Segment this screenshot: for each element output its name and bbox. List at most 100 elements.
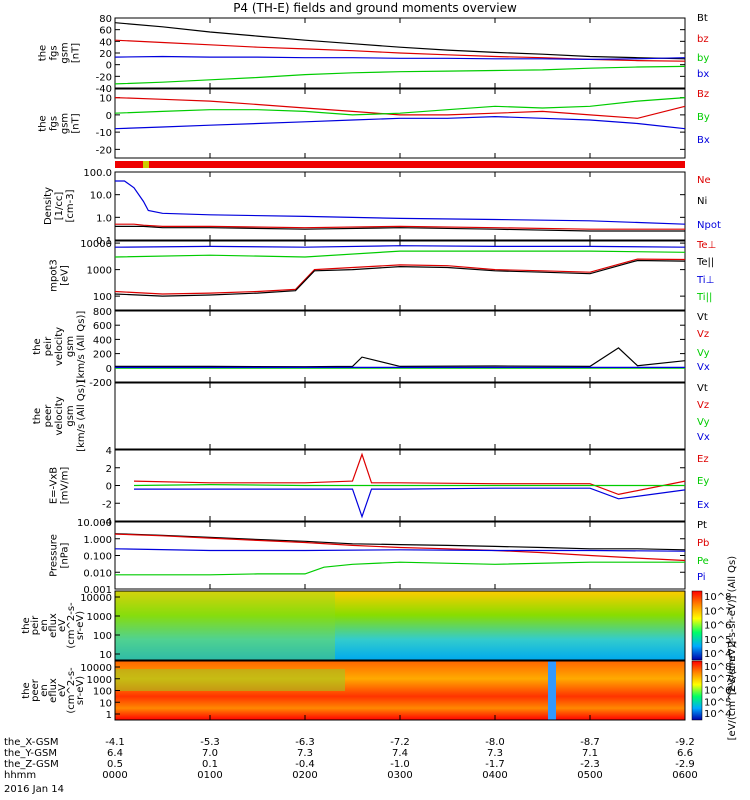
series-line-Pt — [114, 533, 686, 551]
panel-1: 10 0 -10 -20 the fgs gsm [nT] Bz By Bx — [38, 88, 710, 159]
series-line-Te|| — [114, 259, 686, 297]
series-line-By — [114, 97, 686, 116]
colorbar — [691, 660, 703, 721]
y-axis-label: Pressure — [49, 534, 60, 577]
y-tick-label: 20 — [99, 49, 112, 60]
legend-By: By — [697, 112, 710, 123]
colorbar-tick-label: 10^7 — [704, 674, 731, 685]
y-axis-label: [nT] — [71, 113, 82, 133]
y-tick-label: 2 — [106, 464, 112, 475]
legend-Npot: Npot — [697, 220, 721, 231]
legend-Bz: Bz — [697, 89, 709, 100]
y-axis-label: eV — [57, 619, 68, 632]
y-axis-label: peer — [30, 678, 41, 702]
panel-7: 10.000 1.000 0.100 0.010 0.001 Pressure [nPa] P… — [49, 518, 710, 596]
panel-3: 10000 1000 100 mpot3 [eV] Te⊥ Te|| Ti⊥ Ti|| — [49, 239, 716, 311]
colorbar-tick-label: 10^5 — [704, 635, 731, 646]
y-tick-label: 400 — [93, 335, 112, 346]
series-line-by — [114, 65, 686, 85]
orbit-row-value: 0100 — [197, 770, 222, 781]
spectrogram-0: 10000100010010thepeirenefluxeV(cm^2-s-sr… — [21, 556, 738, 695]
colorbar-label: [eV/(cm^2-s-sr-eV)] — [727, 641, 738, 741]
series-line-Ni — [115, 225, 685, 232]
y-axis-label: gsm — [65, 405, 76, 426]
status-bar-mark — [143, 161, 149, 168]
legend-Vx: Vx — [697, 432, 710, 443]
y-axis-label: velocity — [54, 396, 65, 435]
series-line-Vt — [115, 347, 686, 368]
spectrogram-fill — [115, 591, 685, 660]
legend-Vz: Vz — [697, 329, 709, 340]
colorbar-label: [eV/(cm^2-s-sr-eV)] (All Qs) — [727, 556, 738, 695]
orbit-row-value: -6.3 — [295, 737, 315, 748]
orbit-row-value: 6.6 — [677, 748, 693, 759]
y-tick-label: 200 — [93, 350, 112, 361]
orbit-row-value: 7.0 — [202, 748, 218, 759]
legend-Vt: Vt — [697, 383, 708, 394]
orbit-row-value: -8.0 — [485, 737, 505, 748]
y-tick-label: -20 — [96, 145, 112, 156]
colorbar-tick-label: 10^6 — [704, 686, 731, 697]
legend-Ni: Ni — [697, 196, 707, 207]
y-axis-label: velocity — [54, 327, 65, 366]
orbit-row-value: 0500 — [577, 770, 602, 781]
y-axis-label: eflux — [48, 613, 59, 638]
legend-Vx: Vx — [697, 362, 710, 373]
y-tick-label: 10.000 — [77, 518, 112, 529]
series-line-Bx — [114, 115, 686, 130]
spectrogram-region — [115, 591, 335, 660]
y-tick-label: 0.1 — [96, 236, 112, 247]
legend-Vt: Vt — [697, 312, 708, 323]
y-axis-label: the — [32, 338, 43, 354]
y-tick-label: 0 — [106, 364, 112, 375]
page-title: P4 (TH-E) fields and ground moments over… — [233, 1, 517, 15]
y-axis-label: [km/s (All Qs)] — [76, 380, 87, 452]
panel-frame — [114, 171, 686, 241]
orbit-row-value: 7.3 — [487, 748, 503, 759]
series-line-Ex — [134, 487, 686, 519]
y-axis-label: [cm-3] — [65, 189, 76, 222]
y-axis-label: the — [21, 682, 32, 698]
y-tick-label: 1 — [106, 710, 112, 721]
y-axis-label: [1/cc] — [54, 192, 65, 221]
orbit-row-value: -5.3 — [200, 737, 220, 748]
orbit-row-value: 0200 — [292, 770, 317, 781]
y-tick-label: 80 — [99, 14, 112, 25]
legend-Ne: Ne — [697, 175, 711, 186]
series-line-Pi — [114, 548, 686, 552]
legend-Ez: Ez — [697, 454, 709, 465]
series-line-Ez — [133, 452, 686, 496]
colorbar-tick-label: 10^8 — [704, 592, 731, 603]
orbit-row-value: -2.3 — [580, 759, 600, 770]
y-axis-label: [nPa] — [60, 542, 71, 568]
orbit-row-value: 0.1 — [202, 759, 218, 770]
series-line-Pe — [115, 561, 685, 576]
panel-5: the peer velocity gsm [km/s (All Qs)] Vt Vz Vy V… — [32, 380, 710, 452]
y-tick-label: 10000 — [80, 239, 112, 250]
colorbar-tick-label: 10^6 — [704, 621, 731, 632]
y-axis-label: [mV/m] — [60, 467, 71, 505]
legend-Ti⊥: Ti⊥ — [696, 275, 714, 286]
orbit-row-value: 0000 — [102, 770, 127, 781]
y-tick-label: -4 — [102, 517, 112, 528]
series-line-Npot — [115, 180, 686, 225]
panel-frame — [114, 590, 686, 661]
orbit-row-value: 7.3 — [297, 748, 313, 759]
y-axis-label: the — [38, 115, 49, 131]
y-axis-label: sr-eV) — [75, 611, 86, 640]
y-axis-label: the — [21, 617, 32, 633]
y-axis-label: Density — [43, 187, 54, 225]
legend-Vy: Vy — [697, 348, 710, 359]
panel-4: 800 600 400 200 0 -200 the peir velocity gsm [km/s… — [32, 307, 710, 389]
y-tick-label: -40 — [96, 84, 112, 95]
y-tick-label: 60 — [99, 26, 112, 37]
y-tick-label: 0 — [106, 111, 112, 122]
legend-Te||: Te|| — [696, 257, 714, 268]
panel-6: 4 2 0 -2 -4 E=-VxB [mV/m] Ez Ey Ex — [49, 446, 710, 528]
y-axis-label: [eV] — [60, 265, 71, 286]
orbit-footer: the_X-GSM -4.1 -5.3 -6.3 -7.2 -8.0 -8.7 -9.2 the… — [4, 737, 698, 795]
series-line-Bz — [114, 97, 686, 119]
series-line-Ey — [133, 483, 685, 487]
y-axis-label: the — [32, 408, 43, 424]
